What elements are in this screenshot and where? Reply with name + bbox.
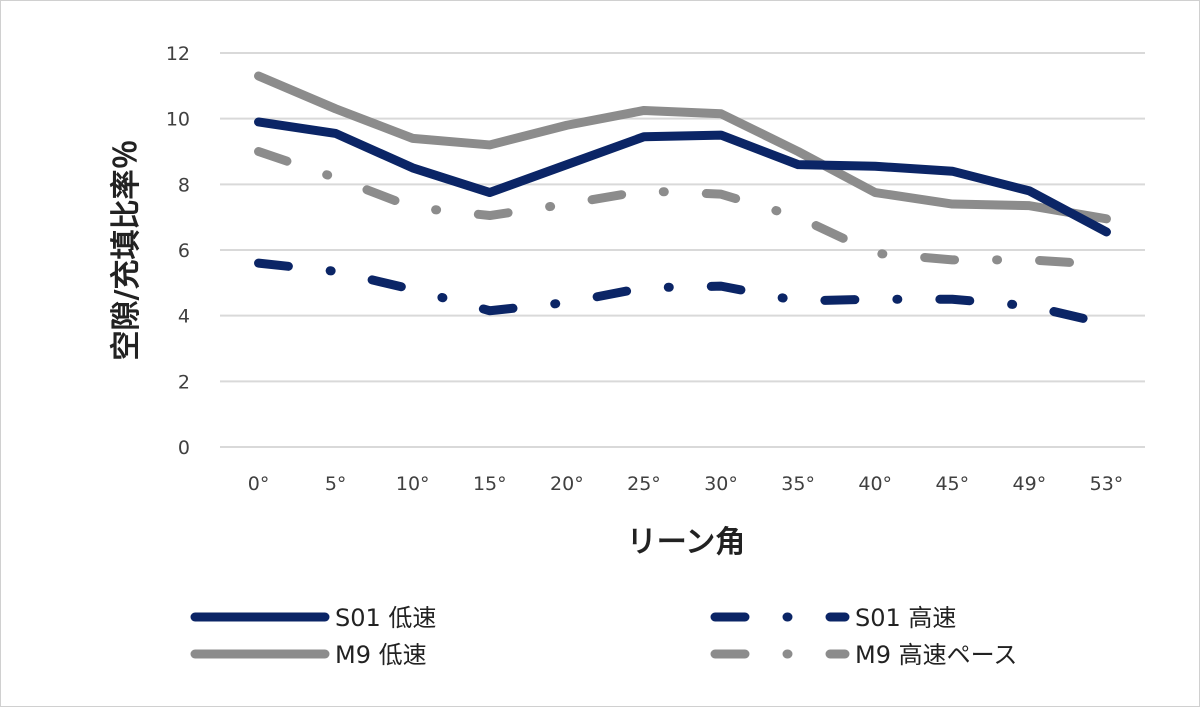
legend-label: M9 低速: [335, 641, 427, 669]
x-tick-label: 30°: [704, 473, 738, 495]
series-lines: [254, 71, 1111, 329]
x-tick-label: 49°: [1013, 473, 1047, 495]
y-axis-ticks: 0 2 4 6 8 10 12: [166, 43, 190, 459]
x-tick-label: 53°: [1090, 473, 1124, 495]
y-tick-label: 10: [166, 109, 190, 131]
x-tick-label: 45°: [935, 473, 969, 495]
x-tick-label: 0°: [248, 473, 270, 495]
x-tick-label: 35°: [781, 473, 815, 495]
y-axis-title: 空隙/充填比率％: [109, 140, 144, 361]
x-tick-label: 40°: [858, 473, 892, 495]
x-axis-ticks: 0° 5° 10° 15° 20° 25° 30° 35° 40° 45° 49° 53°: [248, 473, 1124, 495]
y-tick-label: 8: [178, 174, 190, 196]
y-tick-label: 4: [178, 306, 190, 328]
y-tick-label: 0: [178, 437, 190, 459]
x-tick-label: 25°: [627, 473, 661, 495]
legend-label: S01 低速: [335, 604, 436, 632]
y-tick-label: 6: [178, 240, 190, 262]
series-line-0: [254, 117, 1111, 237]
series-line-2: [254, 71, 1111, 224]
x-tick-label: 20°: [550, 473, 584, 495]
series-line-1: [254, 258, 1111, 329]
x-axis-title: リーン角: [627, 525, 746, 560]
x-tick-label: 10°: [396, 473, 430, 495]
x-tick-label: 5°: [325, 473, 347, 495]
y-tick-label: 12: [166, 43, 190, 65]
legend-label: S01 高速: [855, 604, 956, 632]
x-tick-label: 15°: [473, 473, 507, 495]
legend: S01 低速 S01 高速 M9 低速 M9 高速ペース: [190, 604, 1017, 669]
y-tick-label: 2: [178, 371, 190, 393]
legend-label: M9 高速ペース: [855, 641, 1017, 669]
